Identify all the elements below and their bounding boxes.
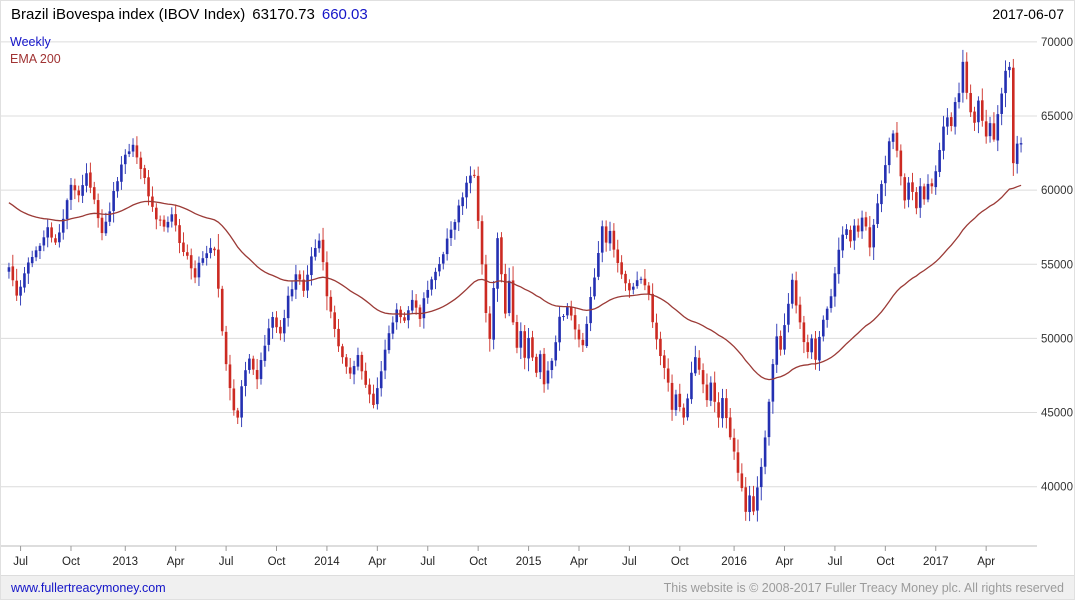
svg-text:Jul: Jul <box>622 556 637 568</box>
svg-text:55000: 55000 <box>1041 259 1073 271</box>
svg-text:2016: 2016 <box>721 556 747 568</box>
x-axis-labels: Jul Oct 2013 Apr Jul Oct 2014 Apr Jul Oct 2015 Apr J… <box>13 556 995 568</box>
svg-text:Apr: Apr <box>776 556 794 568</box>
svg-text:60000: 60000 <box>1041 185 1073 197</box>
svg-text:Apr: Apr <box>570 556 588 568</box>
svg-text:Oct: Oct <box>876 556 895 568</box>
footer-bar: www.fullertreacymoney.com This website i… <box>1 575 1074 599</box>
svg-text:Apr: Apr <box>167 556 185 568</box>
svg-text:Oct: Oct <box>268 556 287 568</box>
svg-text:70000: 70000 <box>1041 37 1073 49</box>
candles <box>7 49 1023 522</box>
chart-header: Brazil iBovespa index (IBOV Index) 63170… <box>11 6 1064 23</box>
ema-line <box>8 184 1022 381</box>
svg-text:Jul: Jul <box>420 556 435 568</box>
svg-text:65000: 65000 <box>1041 111 1073 123</box>
chart-legend: Weekly EMA 200 <box>10 34 61 68</box>
y-axis-labels: 40000 45000 50000 55000 60000 65000 70000 <box>1041 37 1073 494</box>
legend-ema-200: EMA 200 <box>10 52 61 66</box>
footer-copyright: This website is © 2008-2017 Fuller Treac… <box>663 580 1064 595</box>
chart-title: Brazil iBovespa index (IBOV Index) <box>11 6 246 23</box>
svg-text:Jul: Jul <box>219 556 234 568</box>
candlestick-chart-svg: 40000 45000 50000 55000 60000 65000 70000 Jul Oc… <box>1 37 1073 568</box>
x-axis <box>1 545 1037 551</box>
price-change: 660.03 <box>321 6 368 23</box>
svg-text:Jul: Jul <box>13 556 28 568</box>
svg-text:Oct: Oct <box>469 556 488 568</box>
grid <box>1 41 1037 488</box>
svg-text:2017: 2017 <box>923 556 949 568</box>
svg-text:45000: 45000 <box>1041 408 1073 420</box>
svg-text:Apr: Apr <box>368 556 386 568</box>
svg-text:40000: 40000 <box>1041 482 1073 494</box>
price-chart: 40000 45000 50000 55000 60000 65000 70000 Jul Oc… <box>1 1 1075 577</box>
svg-text:Apr: Apr <box>977 556 995 568</box>
legend-timeframe: Weekly <box>10 35 51 49</box>
svg-text:2014: 2014 <box>314 556 340 568</box>
svg-text:2013: 2013 <box>112 556 138 568</box>
svg-text:Oct: Oct <box>671 556 690 568</box>
last-price: 63170.73 <box>252 6 315 23</box>
footer-site-link[interactable]: www.fullertreacymoney.com <box>11 580 166 595</box>
svg-text:Jul: Jul <box>828 556 843 568</box>
svg-text:Oct: Oct <box>62 556 81 568</box>
chart-date: 2017-06-07 <box>992 6 1064 22</box>
svg-text:50000: 50000 <box>1041 333 1073 345</box>
svg-text:2015: 2015 <box>516 556 542 568</box>
